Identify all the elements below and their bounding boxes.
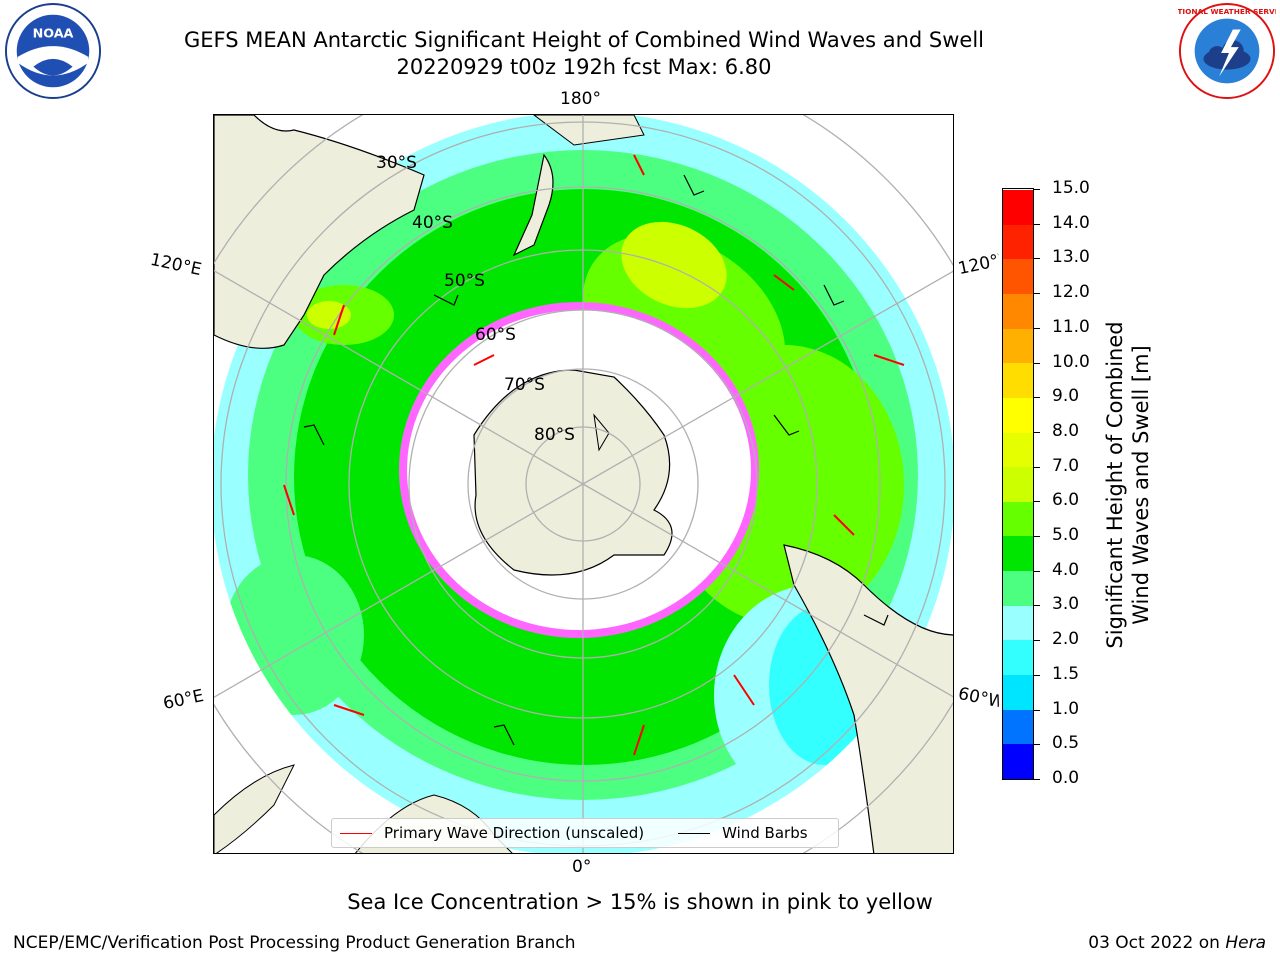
colorbar-segment: [1003, 466, 1033, 502]
colorbar-tick-label: 4.0: [1052, 559, 1080, 580]
colorbar-segment: [1003, 501, 1033, 537]
lon-label-60e: 60°E: [161, 685, 206, 715]
noaa-logo-icon: NOAA: [4, 2, 102, 100]
map-legend: Primary Wave Direction (unscaled) Wind B…: [331, 818, 839, 848]
polar-map: 30°S 40°S 50°S 60°S 70°S 80°S: [213, 114, 954, 854]
colorbar-tick-label: 14.0: [1052, 212, 1090, 233]
colorbar-tickmark: [1034, 397, 1040, 399]
colorbar-segment: [1003, 224, 1033, 260]
legend-barb-label: Wind Barbs: [722, 824, 808, 842]
sea-ice-note: Sea Ice Concentration > 15% is shown in …: [347, 890, 933, 914]
colorbar-tick-label: 5.0: [1052, 525, 1080, 546]
footer-branch: NCEP/EMC/Verification Post Processing Pr…: [13, 933, 576, 953]
colorbar-tickmark: [1034, 536, 1040, 538]
lat-label-60s: 60°S: [475, 325, 516, 345]
colorbar-segment: [1003, 258, 1033, 294]
wave-direction-arrows: [283, 154, 905, 756]
colorbar-segment: [1003, 743, 1033, 779]
colorbar-tick-label: 9.0: [1052, 386, 1080, 407]
colorbar-tick-label: 0.5: [1052, 733, 1080, 754]
colorbar-tick-label: 1.5: [1052, 663, 1080, 684]
colorbar-segment: [1003, 674, 1033, 710]
colorbar-segment: [1003, 328, 1033, 364]
colorbar-segment: [1003, 397, 1033, 433]
legend-wave-direction: Primary Wave Direction (unscaled): [340, 824, 644, 842]
colorbar-tick-label: 0.0: [1052, 768, 1080, 788]
chart-subtitle: 20220929 t00z 192h fcst Max: 6.80: [396, 55, 772, 79]
colorbar-tickmark: [1034, 674, 1040, 676]
lon-label-60w: 60°W: [956, 683, 1002, 713]
footer-host: Hera: [1225, 933, 1266, 953]
colorbar-segment: [1003, 432, 1033, 468]
colorbar-tick-label: 10.0: [1052, 351, 1090, 372]
colorbar-segment: [1003, 362, 1033, 398]
colorbar-segment: [1003, 535, 1033, 572]
lon-label-120e: 120°E: [148, 249, 204, 281]
colorbar-tickmark: [1034, 640, 1040, 642]
colorbar-tickmark: [1034, 570, 1040, 572]
legend-wind-barbs: Wind Barbs: [678, 824, 808, 842]
colorbar-segment: [1003, 293, 1033, 329]
colorbar-tick-label: 12.0: [1052, 282, 1090, 303]
lat-label-70s: 70°S: [504, 375, 545, 395]
colorbar-tick-label: 7.0: [1052, 455, 1080, 476]
colorbar-tickmark: [1034, 258, 1040, 260]
lon-label-0: 0°: [572, 857, 592, 877]
nws-logo-text: NATIONAL WEATHER SERVICE: [1178, 7, 1276, 16]
legend-wave-label: Primary Wave Direction (unscaled): [384, 824, 645, 842]
colorbar-tick-label: 8.0: [1052, 420, 1080, 441]
colorbar-tickmark: [1034, 501, 1040, 503]
colorbar-tickmark: [1034, 327, 1040, 329]
colorbar-segment: [1003, 709, 1033, 745]
lat-label-80s: 80°S: [534, 425, 575, 445]
footer-date-text: 03 Oct 2022 on: [1088, 933, 1220, 953]
colorbar-tickmark: [1034, 293, 1040, 295]
lat-label-40s: 40°S: [412, 213, 453, 233]
map-canvas: [214, 115, 953, 853]
lat-label-30s: 30°S: [376, 153, 417, 173]
colorbar-tickmark: [1034, 466, 1040, 468]
colorbar-tickmark: [1034, 362, 1040, 364]
lat-label-50s: 50°S: [444, 271, 485, 291]
colorbar-tickmark: [1034, 709, 1040, 711]
chart-title: GEFS MEAN Antarctic Significant Height o…: [183, 28, 985, 52]
colorbar-tick-label: 11.0: [1052, 316, 1090, 337]
graticule: [214, 115, 953, 853]
colorbar-segment: [1003, 189, 1033, 225]
nws-logo-icon: NATIONAL WEATHER SERVICE: [1178, 2, 1276, 100]
colorbar: [1002, 188, 1034, 780]
legend-wave-line: [340, 832, 372, 834]
colorbar-label-line2: Wind Waves and Swell [m]: [1129, 345, 1153, 625]
colorbar-label-line1: Significant Height of Combined: [1103, 321, 1127, 649]
colorbar-tickmark: [1034, 431, 1040, 433]
colorbar-segment: [1003, 639, 1033, 676]
lon-label-120w: 120°W: [956, 250, 1002, 280]
wind-barbs: [303, 174, 889, 746]
colorbar-tick-label: 13.0: [1052, 247, 1090, 268]
colorbar-tick-label: 3.0: [1052, 594, 1080, 615]
colorbar-tick-label: 2.0: [1052, 629, 1080, 650]
colorbar-tickmark: [1034, 189, 1040, 190]
colorbar-tickmark: [1034, 779, 1040, 780]
colorbar-tick-label: 6.0: [1052, 490, 1080, 511]
colorbar-segment: [1003, 605, 1033, 641]
lon-label-180: 180°: [560, 89, 601, 109]
legend-barb-line: [678, 832, 711, 834]
colorbar-segment: [1003, 570, 1033, 606]
colorbar-tick-label: 1.0: [1052, 698, 1080, 719]
colorbar-tickmark: [1034, 223, 1040, 225]
colorbar-tickmark: [1034, 605, 1040, 607]
colorbar-tick-label: 15.0: [1052, 178, 1090, 198]
colorbar-tickmark: [1034, 744, 1040, 746]
footer-date: 03 Oct 2022 on Hera: [1088, 933, 1266, 953]
noaa-logo-text: NOAA: [33, 26, 74, 41]
